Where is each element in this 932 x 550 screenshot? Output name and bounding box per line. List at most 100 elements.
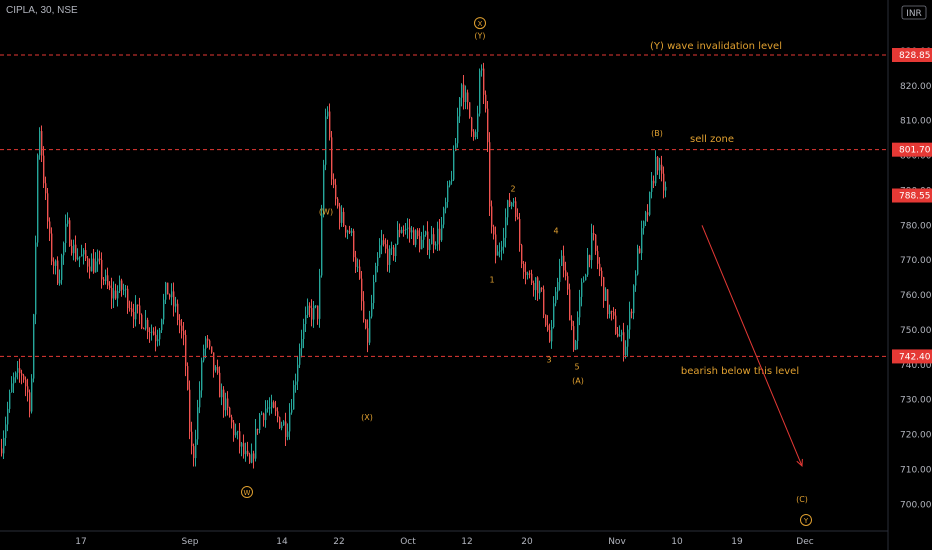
candle-body	[613, 311, 615, 316]
candle-body	[453, 151, 455, 180]
candle-body	[443, 208, 445, 225]
candle-body	[117, 291, 119, 299]
candle-body	[635, 274, 637, 286]
candle-body	[147, 319, 149, 333]
candle-body	[449, 181, 451, 186]
candle-body	[341, 211, 343, 223]
candle-body	[151, 331, 153, 333]
candle-body	[69, 220, 71, 247]
candle-body	[359, 266, 361, 279]
candle-body	[567, 276, 569, 290]
candle-body	[137, 304, 139, 306]
y-tick-label: 810.00	[900, 117, 932, 127]
candle-body	[107, 275, 109, 286]
circled-wave-marker	[800, 513, 812, 526]
candlestick-series	[1, 62, 667, 469]
candle-body	[99, 258, 101, 260]
candle-body	[171, 291, 173, 298]
candle-body	[619, 335, 621, 337]
candle-body	[621, 332, 623, 336]
candle-body	[547, 325, 549, 331]
candle-body	[501, 246, 503, 251]
candle-body	[217, 366, 219, 373]
candle-body	[661, 164, 663, 174]
candle-body	[15, 372, 17, 378]
candle-body	[597, 251, 599, 264]
candle-body	[241, 443, 243, 447]
candle-body	[115, 290, 117, 299]
candle-body	[605, 289, 607, 301]
candle-body	[77, 257, 79, 260]
candle-body	[59, 279, 61, 284]
candle-body	[169, 294, 171, 298]
candle-body	[611, 311, 613, 313]
candle-body	[149, 332, 151, 334]
candle-body	[503, 237, 505, 247]
candle-body	[415, 230, 417, 245]
candle-body	[647, 212, 649, 215]
candle-body	[131, 308, 133, 312]
price-tag-label: 801.70	[899, 146, 931, 156]
candle-body	[643, 221, 645, 229]
candle-body	[295, 381, 297, 385]
y-tick-label: 730.00	[900, 396, 932, 406]
candle-body	[361, 278, 363, 302]
candle-body	[467, 92, 469, 103]
candle-body	[283, 421, 285, 426]
candle-body	[489, 142, 491, 207]
candle-body	[39, 131, 41, 156]
time-axis[interactable]: 17 Sep 14 22 Oct 12 20 Nov 10 19 Dec	[75, 537, 813, 547]
candle-body	[215, 366, 217, 371]
candle-body	[559, 265, 561, 283]
candle-body	[35, 242, 37, 315]
y-tick-label: 820.00	[900, 82, 932, 92]
candle-body	[601, 270, 603, 278]
candle-body	[81, 254, 83, 257]
candle-body	[165, 282, 167, 300]
candle-body	[431, 234, 433, 245]
candle-body	[625, 346, 627, 355]
candle-body	[97, 258, 99, 262]
circled-wave-label: Y	[803, 517, 809, 525]
candle-body	[523, 263, 525, 272]
candle-body	[219, 372, 221, 398]
candle-body	[561, 255, 563, 266]
candle-body	[47, 193, 49, 222]
candle-body	[247, 450, 249, 455]
candle-body	[529, 273, 531, 275]
candle-body	[291, 409, 293, 413]
candle-body	[275, 407, 277, 412]
candle-body	[301, 339, 303, 349]
candle-body	[383, 240, 385, 245]
candle-body	[307, 305, 309, 315]
candle-body	[319, 275, 321, 319]
candle-body	[663, 173, 665, 191]
candle-body	[13, 377, 15, 384]
y-tick-label: 710.00	[900, 465, 932, 475]
candle-body	[557, 282, 559, 292]
candle-body	[289, 412, 291, 432]
candle-body	[427, 231, 429, 250]
candle-body	[155, 334, 157, 342]
candle-body	[575, 340, 577, 350]
candle-body	[429, 244, 431, 250]
candle-body	[491, 206, 493, 227]
candle-body	[549, 330, 551, 342]
candle-body	[25, 379, 27, 387]
candle-body	[325, 116, 327, 165]
candle-body	[303, 324, 305, 340]
candle-body	[637, 248, 639, 275]
candle-body	[603, 277, 605, 301]
currency-badge[interactable]: INR	[901, 5, 927, 20]
candle-body	[353, 230, 355, 258]
y-tick-label: 700.00	[900, 500, 932, 510]
candle-body	[327, 111, 329, 117]
x-tick-label: 12	[461, 537, 472, 547]
x-tick-label: 20	[521, 537, 533, 547]
candle-body	[255, 428, 257, 459]
candle-body	[349, 230, 351, 233]
candle-body	[639, 248, 641, 254]
candle-body	[287, 431, 289, 437]
candle-body	[573, 326, 575, 350]
